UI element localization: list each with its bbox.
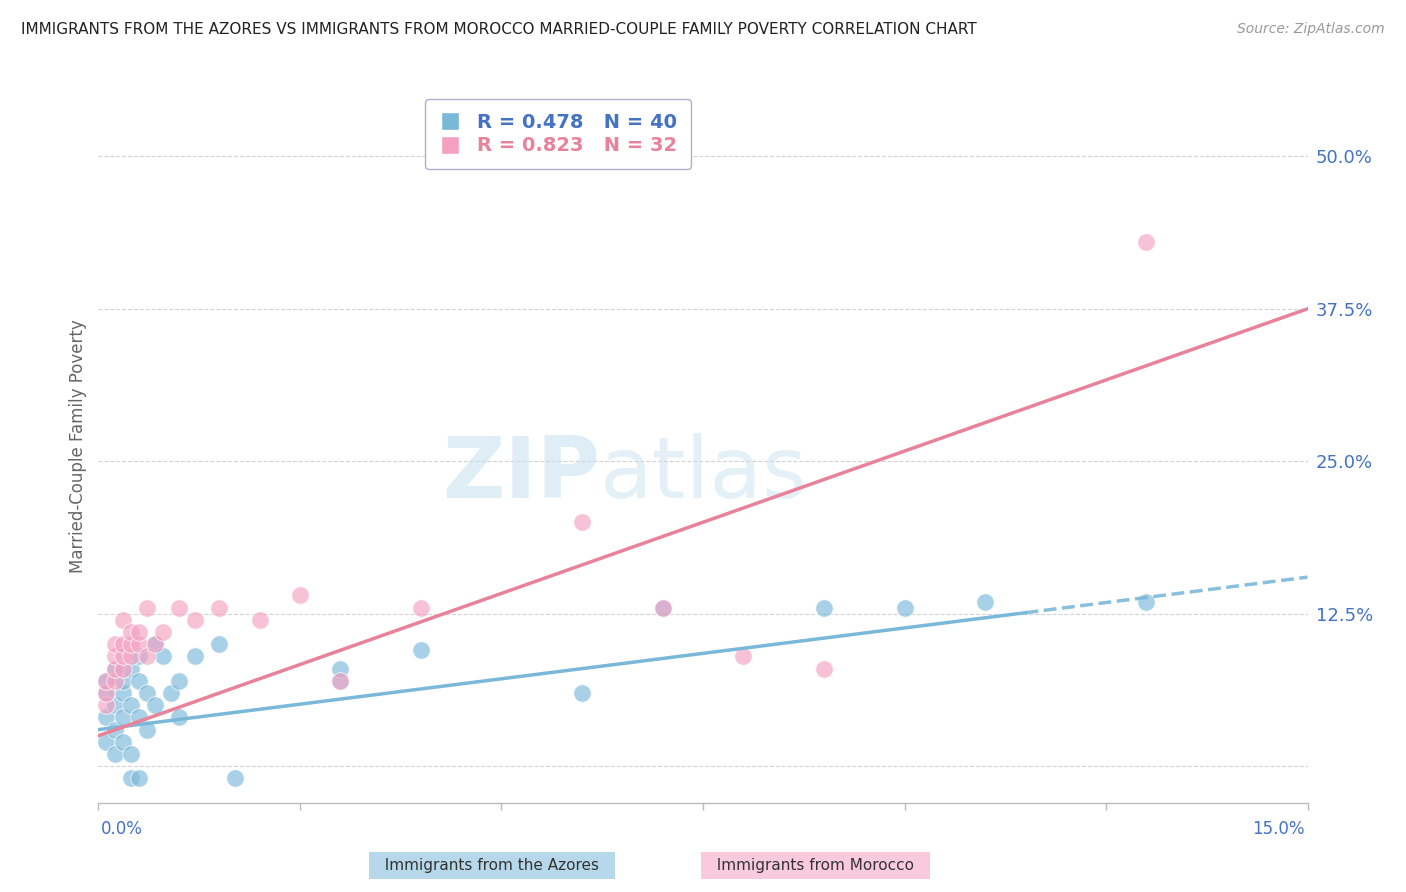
Point: [224, 772, 246, 786]
Point: [208, 637, 231, 651]
Point: [208, 600, 231, 615]
Text: ZIP: ZIP: [443, 433, 600, 516]
Point: [1135, 594, 1157, 608]
Point: [167, 710, 190, 724]
Text: 0.0%: 0.0%: [101, 820, 143, 838]
Y-axis label: Married-Couple Family Poverty: Married-Couple Family Poverty: [69, 319, 87, 573]
Point: [111, 686, 134, 700]
Point: [120, 649, 142, 664]
Point: [571, 515, 593, 529]
Point: [111, 637, 134, 651]
Point: [135, 686, 157, 700]
Point: [103, 637, 125, 651]
Point: [167, 673, 190, 688]
Text: IMMIGRANTS FROM THE AZORES VS IMMIGRANTS FROM MOROCCO MARRIED-COUPLE FAMILY POVE: IMMIGRANTS FROM THE AZORES VS IMMIGRANTS…: [21, 22, 977, 37]
Point: [96, 686, 118, 700]
Point: [120, 637, 142, 651]
Point: [409, 600, 432, 615]
Point: [103, 698, 125, 713]
Point: [571, 686, 593, 700]
Point: [1135, 235, 1157, 249]
Point: [974, 594, 997, 608]
Point: [160, 686, 183, 700]
Point: [813, 662, 835, 676]
Point: [111, 735, 134, 749]
Point: [111, 710, 134, 724]
Point: [103, 723, 125, 737]
Point: [135, 649, 157, 664]
Point: [120, 662, 142, 676]
Point: [103, 747, 125, 761]
Legend: R = 0.478   N = 40, R = 0.823   N = 32: R = 0.478 N = 40, R = 0.823 N = 32: [425, 99, 690, 169]
Point: [143, 637, 166, 651]
Point: [152, 625, 174, 640]
Point: [409, 643, 432, 657]
Point: [128, 649, 150, 664]
Point: [288, 589, 311, 603]
Point: [120, 698, 142, 713]
Point: [103, 662, 125, 676]
Point: [96, 735, 118, 749]
Point: [135, 723, 157, 737]
Point: [128, 637, 150, 651]
Point: [128, 625, 150, 640]
Text: Source: ZipAtlas.com: Source: ZipAtlas.com: [1237, 22, 1385, 37]
Point: [329, 662, 352, 676]
Point: [111, 673, 134, 688]
Point: [96, 686, 118, 700]
Point: [128, 673, 150, 688]
Point: [143, 698, 166, 713]
Point: [111, 613, 134, 627]
Point: [128, 710, 150, 724]
Point: [103, 673, 125, 688]
Point: [651, 600, 673, 615]
Point: [152, 649, 174, 664]
Point: [184, 613, 207, 627]
Point: [249, 613, 271, 627]
Text: atlas: atlas: [600, 433, 808, 516]
Point: [143, 637, 166, 651]
Point: [329, 673, 352, 688]
Point: [167, 600, 190, 615]
Point: [120, 625, 142, 640]
Point: [813, 600, 835, 615]
Point: [733, 649, 755, 664]
Point: [111, 649, 134, 664]
Point: [96, 710, 118, 724]
Point: [329, 673, 352, 688]
Point: [111, 662, 134, 676]
Text: 15.0%: 15.0%: [1253, 820, 1305, 838]
Point: [893, 600, 915, 615]
Point: [96, 673, 118, 688]
Point: [128, 772, 150, 786]
Point: [120, 772, 142, 786]
Point: [103, 649, 125, 664]
Point: [135, 600, 157, 615]
Point: [651, 600, 673, 615]
Point: [184, 649, 207, 664]
Point: [103, 662, 125, 676]
Point: [120, 747, 142, 761]
Text: Immigrants from Morocco: Immigrants from Morocco: [707, 858, 924, 872]
Point: [96, 698, 118, 713]
Text: Immigrants from the Azores: Immigrants from the Azores: [375, 858, 609, 872]
Point: [96, 673, 118, 688]
